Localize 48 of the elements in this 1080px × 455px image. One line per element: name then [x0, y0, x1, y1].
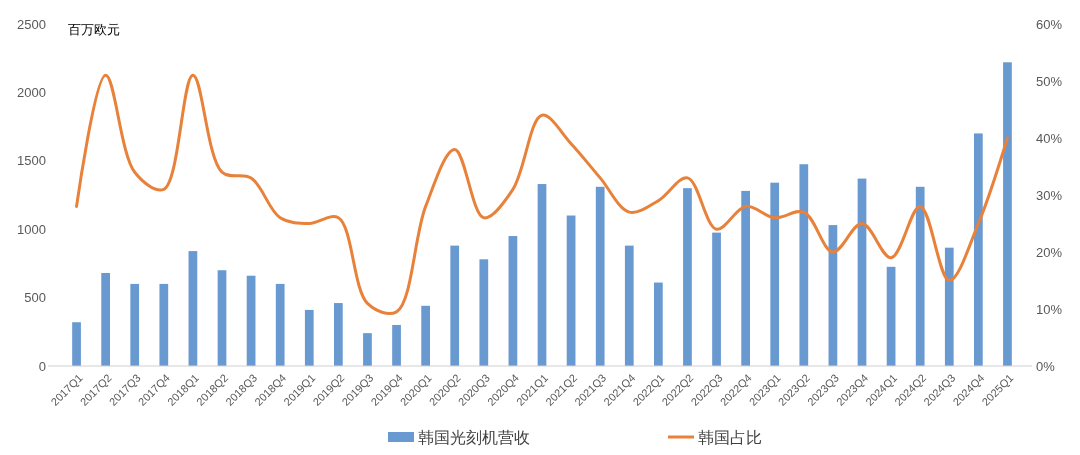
bar	[130, 283, 140, 366]
bar	[915, 186, 925, 366]
y2-tick-label: 60%	[1036, 16, 1063, 32]
bar	[304, 309, 314, 366]
y2-tick-label: 10%	[1036, 301, 1063, 317]
bar	[974, 133, 983, 366]
y2-tick-label: 20%	[1036, 244, 1063, 260]
bar	[624, 245, 634, 366]
bar	[1003, 62, 1012, 366]
bar	[595, 186, 605, 366]
y-tick-label: 2000	[17, 84, 46, 100]
y-tick-label: 2500	[17, 16, 46, 32]
bar	[450, 245, 460, 366]
bar	[217, 270, 227, 366]
bar	[421, 305, 430, 366]
bar	[654, 282, 663, 366]
y2-tick-label: 0%	[1036, 358, 1056, 374]
bar	[246, 275, 256, 366]
bar	[770, 182, 780, 366]
line-series	[75, 73, 1009, 315]
bar	[799, 164, 809, 366]
bar	[741, 190, 750, 366]
bar	[944, 247, 954, 366]
y2-tick-label: 30%	[1036, 187, 1063, 203]
bar	[101, 272, 110, 366]
y-tick-label: 500	[24, 290, 46, 306]
y2-tick-label: 40%	[1036, 130, 1063, 146]
bar	[72, 322, 81, 366]
legend-label: 韩国光刻机营收	[418, 428, 530, 446]
bar	[683, 188, 692, 366]
legend-label: 韩国占比	[698, 428, 762, 446]
y-tick-label: 1000	[17, 221, 46, 237]
y2-tick-label: 50%	[1036, 73, 1063, 89]
bar	[188, 251, 198, 366]
bar	[508, 236, 518, 366]
bar	[479, 259, 489, 366]
bar	[392, 324, 401, 366]
bar	[275, 283, 285, 366]
bar	[334, 303, 343, 366]
bar	[159, 283, 169, 366]
bar	[537, 184, 547, 366]
bar	[363, 333, 372, 366]
bar	[566, 215, 576, 366]
y-tick-label: 0	[38, 358, 46, 374]
y-axis-title: 百万欧元	[68, 21, 120, 37]
y-tick-label: 1500	[17, 153, 46, 169]
bar	[886, 266, 896, 366]
bar	[712, 232, 721, 366]
